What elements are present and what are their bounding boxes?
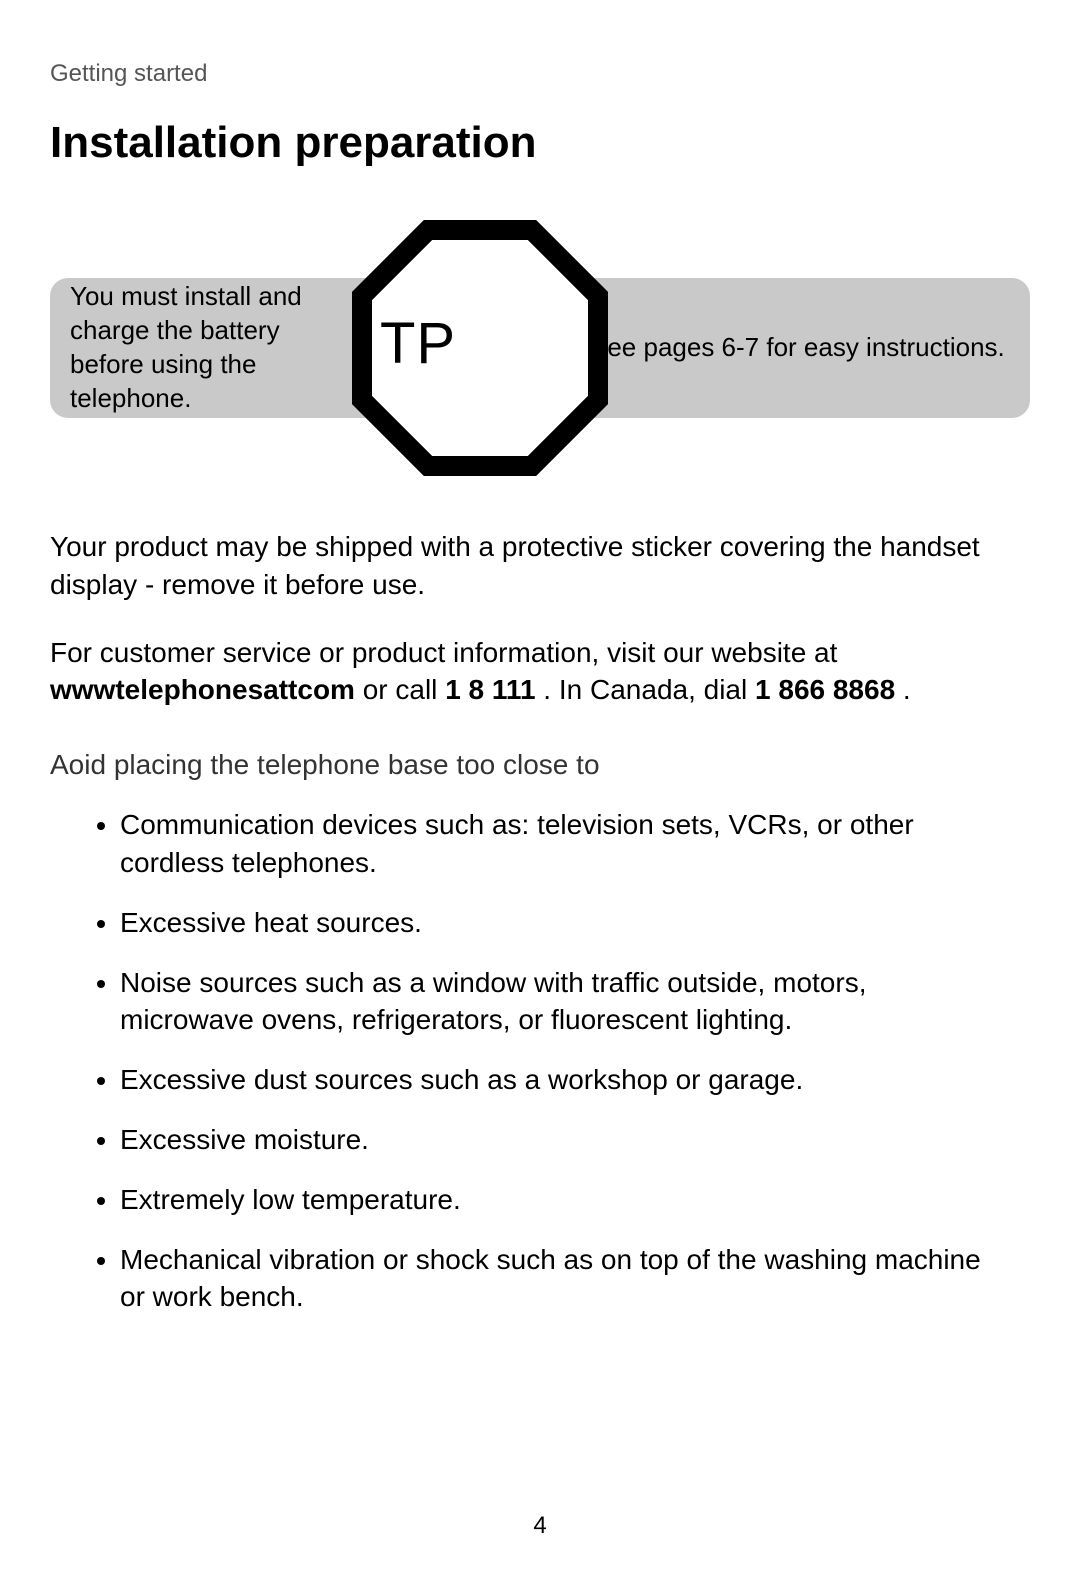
callout-right-text: See pages 6-7 for easy instructions. bbox=[590, 331, 1025, 365]
avoid-heading: Aoid placing the telephone base too clos… bbox=[50, 749, 1030, 781]
list-item: Noise sources such as a window with traf… bbox=[120, 964, 1030, 1040]
list-item: Mechanical vibration or shock such as on… bbox=[120, 1241, 1030, 1317]
cs-prefix: For customer service or product informat… bbox=[50, 637, 837, 668]
callout-left-text: You must install and charge the battery … bbox=[50, 280, 350, 415]
breadcrumb: Getting started bbox=[50, 60, 1030, 88]
list-item: Excessive heat sources. bbox=[120, 904, 1030, 942]
cs-mid2: . In Canada, dial bbox=[536, 674, 755, 705]
cs-phone1: 1 8 111 bbox=[445, 674, 535, 705]
customer-service-note: For customer service or product informat… bbox=[50, 634, 1030, 710]
cs-website: wwwtelephonesattcom bbox=[50, 674, 355, 705]
cs-suffix: . bbox=[895, 674, 911, 705]
sticker-note: Your product may be shipped with a prote… bbox=[50, 528, 1030, 604]
cs-phone2: 1 866 8868 bbox=[755, 674, 895, 705]
cs-mid1: or call bbox=[355, 674, 445, 705]
stop-sign-label: TP bbox=[380, 310, 456, 377]
list-item: Excessive moisture. bbox=[120, 1121, 1030, 1159]
list-item: Communication devices such as: televisio… bbox=[120, 806, 1030, 882]
stop-sign-icon: TP bbox=[350, 218, 610, 478]
list-item: Extremely low temperature. bbox=[120, 1181, 1030, 1219]
page-title: Installation preparation bbox=[50, 118, 1030, 168]
avoid-list: Communication devices such as: televisio… bbox=[50, 806, 1030, 1316]
page-number: 4 bbox=[0, 1512, 1080, 1540]
list-item: Excessive dust sources such as a worksho… bbox=[120, 1061, 1030, 1099]
callout-section: You must install and charge the battery … bbox=[50, 218, 1030, 478]
